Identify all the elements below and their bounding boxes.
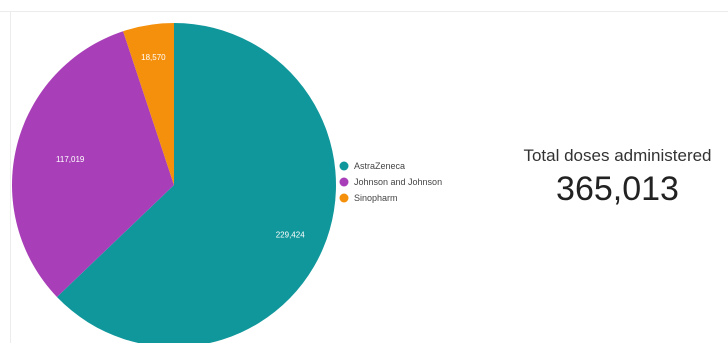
- legend-swatch: [339, 193, 349, 203]
- left-divider: [10, 12, 11, 343]
- pie-slice-astrazeneca[interactable]: [56, 23, 336, 343]
- pie-slices: [11, 23, 336, 343]
- legend-item-label[interactable]: Sinopharm: [354, 193, 398, 203]
- pie-legend: AstraZeneca Johnson and Johnson Sinopharm: [339, 161, 442, 203]
- legend-item-label[interactable]: AstraZeneca: [354, 161, 405, 171]
- pie-slice-sinopharm[interactable]: [123, 23, 174, 185]
- scorecard-title: Total doses administered: [523, 146, 712, 165]
- pie-value-label: 117,019: [56, 155, 85, 164]
- pie-slice-johnson-and-johnson[interactable]: [11, 31, 174, 297]
- top-divider: [0, 11, 728, 12]
- legend-item-label[interactable]: Johnson and Johnson: [354, 177, 442, 187]
- legend-swatch: [339, 177, 349, 187]
- pie-value-label: 229,424: [276, 231, 305, 240]
- legend-swatch: [339, 161, 349, 171]
- total-doses-scorecard: Total doses administered 365,013: [510, 145, 725, 209]
- pie-value-label: 18,570: [141, 53, 166, 62]
- pie-slice-labels: 229,424 117,019 18,570: [56, 53, 305, 240]
- scorecard-value: 365,013: [556, 170, 679, 208]
